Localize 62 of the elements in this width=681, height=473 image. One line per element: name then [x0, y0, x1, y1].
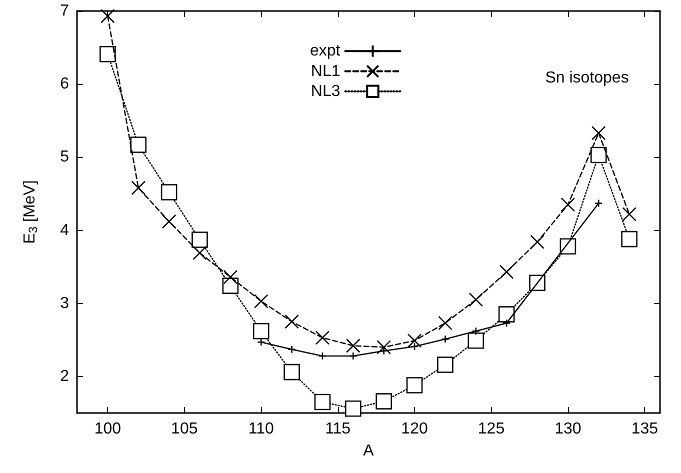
point: [502, 318, 511, 328]
point: [130, 136, 147, 153]
x-tick-label: 100: [94, 420, 122, 438]
point: [438, 316, 452, 330]
point: [131, 180, 146, 196]
point: [288, 345, 296, 354]
point: [441, 335, 450, 344]
point: [499, 264, 514, 280]
x-tick-label: 130: [554, 420, 582, 438]
point: [530, 234, 544, 250]
y-tick-label: 5: [60, 148, 70, 166]
x-tick-label: 135: [631, 420, 658, 438]
point: [349, 352, 358, 360]
y-tick-label: 3: [60, 294, 70, 312]
point: [591, 126, 606, 140]
point: [192, 246, 207, 260]
point: [315, 330, 330, 345]
point: [622, 207, 636, 222]
point: [254, 294, 268, 308]
point: [252, 322, 270, 340]
point: [594, 199, 603, 208]
point: [407, 333, 422, 348]
x-tick-label: 110: [248, 420, 274, 438]
point: [223, 270, 238, 284]
point: [560, 198, 576, 212]
point: [346, 338, 360, 353]
legend-label: NL3: [310, 82, 340, 100]
point: [468, 292, 484, 307]
point: [376, 340, 391, 354]
point: [472, 326, 480, 336]
y-axis-title: E3 [MeV]: [22, 180, 40, 244]
legend-label: NL1: [310, 62, 340, 80]
legend-label: expt: [310, 42, 341, 60]
point: [376, 393, 392, 410]
y-tick-label: 4: [60, 222, 70, 239]
annotation: Sn isotopes: [545, 70, 629, 86]
point: [284, 314, 299, 329]
point: [192, 232, 208, 248]
y-tick-label: 7: [60, 2, 70, 20]
point: [100, 8, 115, 24]
point: [284, 364, 300, 380]
x-tick-label: 120: [401, 420, 428, 438]
point: [560, 238, 576, 255]
point: [437, 356, 454, 373]
x-axis-title: A: [363, 442, 374, 460]
point: [406, 377, 423, 394]
point: [621, 230, 638, 248]
point: [468, 332, 484, 349]
point: [314, 394, 331, 410]
x-tick-label: 105: [171, 420, 198, 438]
x-tick-label: 115: [325, 420, 351, 438]
point: [222, 278, 239, 294]
y-tick-label: 6: [60, 76, 70, 93]
point: [318, 352, 327, 360]
x-tick-label: 125: [478, 420, 505, 438]
point: [100, 46, 116, 62]
point: [160, 184, 178, 200]
point: [590, 146, 607, 164]
point: [498, 306, 515, 322]
point: [345, 400, 362, 417]
y-tick-label: 2: [60, 368, 70, 385]
point: [162, 214, 176, 229]
